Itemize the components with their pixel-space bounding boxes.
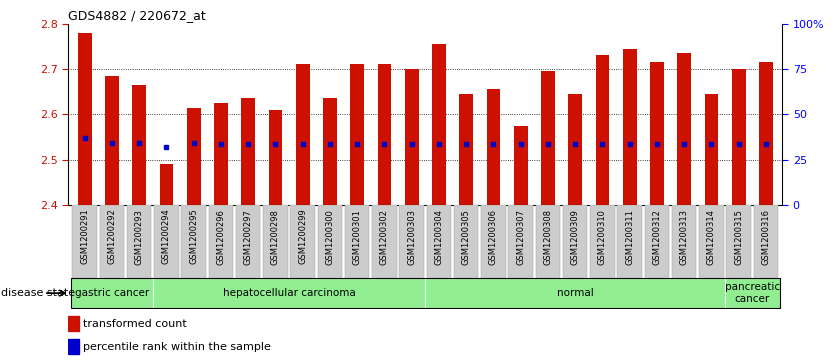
Bar <box>699 205 724 278</box>
Bar <box>725 278 780 308</box>
Text: GSM1200299: GSM1200299 <box>299 209 307 265</box>
Bar <box>425 278 725 308</box>
Text: GDS4882 / 220672_at: GDS4882 / 220672_at <box>68 9 206 23</box>
Text: GSM1200312: GSM1200312 <box>652 209 661 265</box>
Bar <box>563 205 587 278</box>
Bar <box>68 316 79 331</box>
Text: hepatocellular carcinoma: hepatocellular carcinoma <box>223 288 355 298</box>
Bar <box>651 62 664 205</box>
Text: GSM1200302: GSM1200302 <box>380 209 389 265</box>
Bar <box>460 94 473 205</box>
Text: GSM1200301: GSM1200301 <box>353 209 362 265</box>
Bar <box>350 64 364 205</box>
Bar <box>133 85 146 205</box>
Bar <box>105 76 118 205</box>
Text: GSM1200314: GSM1200314 <box>707 209 716 265</box>
Bar <box>154 205 178 278</box>
Bar <box>404 69 419 205</box>
Text: GSM1200295: GSM1200295 <box>189 209 198 265</box>
Bar <box>182 205 206 278</box>
Text: GSM1200298: GSM1200298 <box>271 209 280 265</box>
Text: GSM1200292: GSM1200292 <box>108 209 117 265</box>
Bar <box>705 94 718 205</box>
Bar <box>509 205 533 278</box>
Bar <box>264 205 288 278</box>
Bar <box>645 205 669 278</box>
Bar <box>187 107 200 205</box>
Bar <box>236 205 260 278</box>
Bar <box>732 69 746 205</box>
Text: GSM1200311: GSM1200311 <box>626 209 634 265</box>
Bar <box>372 205 397 278</box>
Bar <box>535 205 560 278</box>
Text: GSM1200294: GSM1200294 <box>162 209 171 265</box>
Bar <box>399 205 424 278</box>
Bar <box>677 53 691 205</box>
Bar <box>269 110 282 205</box>
Bar <box>78 33 92 205</box>
Bar <box>623 49 636 205</box>
Bar <box>345 205 369 278</box>
Bar <box>323 98 337 205</box>
Bar <box>318 205 342 278</box>
Text: gastric cancer: gastric cancer <box>75 288 149 298</box>
Text: percentile rank within the sample: percentile rank within the sample <box>83 342 271 352</box>
Text: GSM1200308: GSM1200308 <box>544 209 552 265</box>
Bar <box>432 44 446 205</box>
Text: GSM1200297: GSM1200297 <box>244 209 253 265</box>
Text: GSM1200293: GSM1200293 <box>135 209 143 265</box>
Text: GSM1200309: GSM1200309 <box>570 209 580 265</box>
Text: transformed count: transformed count <box>83 318 187 329</box>
Bar <box>454 205 479 278</box>
Text: GSM1200305: GSM1200305 <box>462 209 470 265</box>
Bar <box>241 98 255 205</box>
Bar <box>296 64 309 205</box>
Text: GSM1200291: GSM1200291 <box>80 209 89 265</box>
Bar <box>595 55 610 205</box>
Bar <box>100 205 124 278</box>
Text: GSM1200310: GSM1200310 <box>598 209 607 265</box>
Text: disease state: disease state <box>1 288 75 298</box>
Bar <box>672 205 696 278</box>
Bar <box>617 205 642 278</box>
Bar <box>759 62 773 205</box>
Text: GSM1200306: GSM1200306 <box>489 209 498 265</box>
Text: GSM1200313: GSM1200313 <box>680 209 689 265</box>
Text: pancreatic
cancer: pancreatic cancer <box>725 282 780 304</box>
Bar <box>569 94 582 205</box>
Bar <box>541 71 555 205</box>
Bar <box>590 205 615 278</box>
Text: GSM1200300: GSM1200300 <box>325 209 334 265</box>
Text: GSM1200316: GSM1200316 <box>761 209 771 265</box>
Bar <box>378 64 391 205</box>
Bar <box>427 205 451 278</box>
Bar <box>71 278 153 308</box>
Bar <box>487 89 500 205</box>
Text: GSM1200307: GSM1200307 <box>516 209 525 265</box>
Text: GSM1200315: GSM1200315 <box>734 209 743 265</box>
Bar <box>726 205 751 278</box>
Bar <box>214 103 228 205</box>
Bar <box>159 164 173 205</box>
Bar <box>127 205 152 278</box>
Bar <box>73 205 97 278</box>
Bar <box>481 205 505 278</box>
Text: GSM1200304: GSM1200304 <box>435 209 444 265</box>
Bar <box>290 205 315 278</box>
Bar <box>514 126 528 205</box>
Bar <box>208 205 234 278</box>
Text: GSM1200303: GSM1200303 <box>407 209 416 265</box>
Text: normal: normal <box>557 288 594 298</box>
Text: GSM1200296: GSM1200296 <box>217 209 225 265</box>
Bar <box>754 205 778 278</box>
Bar <box>68 339 79 354</box>
Bar <box>153 278 425 308</box>
